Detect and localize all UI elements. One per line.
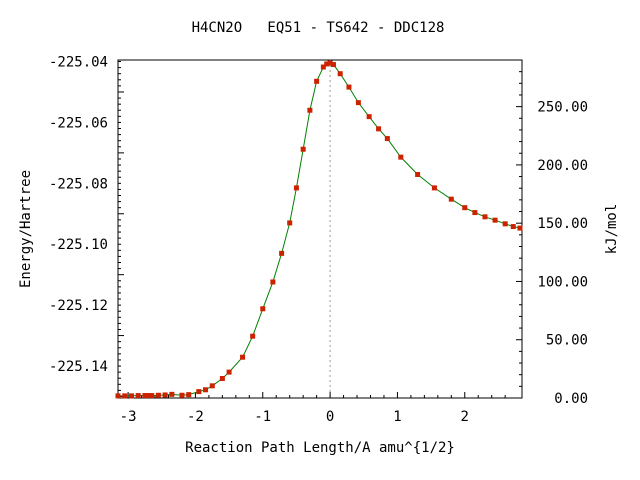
- data-point: [270, 279, 276, 285]
- data-point: [482, 214, 488, 220]
- y2-tick-label: 250.00: [537, 100, 588, 116]
- data-point: [462, 205, 468, 211]
- x-tick-label: -2: [187, 409, 204, 425]
- data-point: [324, 61, 330, 67]
- data-point: [510, 224, 516, 230]
- y2-tick-label: 100.00: [537, 274, 588, 290]
- y-tick-label: -225.06: [49, 115, 108, 131]
- y-axis-title: Energy/Hartree: [18, 170, 34, 288]
- data-point: [226, 369, 232, 375]
- data-point: [376, 126, 382, 132]
- data-point: [186, 392, 192, 398]
- y2-axis-ticks: 250.00 200.00 150.00 100.00 50.00 0.00: [516, 71, 588, 407]
- x-tick-label: -1: [254, 409, 271, 425]
- x-axis-ticks: -3 -2 -1 0 1 2: [120, 392, 506, 425]
- data-points: [115, 60, 523, 399]
- data-point: [219, 376, 225, 382]
- data-point: [327, 60, 333, 66]
- data-point: [149, 393, 155, 399]
- x-tick-label: -3: [120, 409, 137, 425]
- data-point: [448, 196, 454, 202]
- y-tick-label: -225.14: [49, 359, 108, 375]
- y2-tick-label: 150.00: [537, 216, 588, 232]
- data-point: [355, 100, 361, 106]
- x-tick-label: 0: [326, 409, 334, 425]
- data-point: [122, 393, 128, 399]
- y-tick-label: -225.10: [49, 237, 108, 253]
- data-point: [135, 393, 141, 399]
- y-tick-label: -225.08: [49, 176, 108, 192]
- x-tick-label: 2: [461, 409, 469, 425]
- data-point: [472, 210, 478, 216]
- data-point: [314, 78, 320, 84]
- data-point: [384, 136, 390, 142]
- data-point: [346, 84, 352, 90]
- data-point: [169, 391, 175, 397]
- y-axis-ticks: -225.04 -225.06 -225.08 -225.10 -225.12 -225.…: [49, 55, 124, 397]
- data-point: [155, 392, 161, 398]
- data-point: [415, 171, 421, 177]
- data-point: [502, 221, 508, 227]
- data-point: [196, 389, 202, 395]
- data-point: [330, 62, 336, 68]
- data-point: [115, 393, 121, 399]
- data-point: [179, 392, 185, 398]
- y2-axis-title: kJ/mol: [604, 204, 620, 255]
- plot-frame: [117, 59, 523, 399]
- data-point: [209, 383, 215, 389]
- data-point: [366, 114, 372, 120]
- data-point: [128, 393, 134, 399]
- data-point: [287, 220, 293, 226]
- data-point: [250, 333, 256, 339]
- data-point: [307, 107, 313, 113]
- data-point: [203, 387, 209, 393]
- data-point: [260, 306, 266, 312]
- x-tick-label: 1: [393, 409, 401, 425]
- x-axis-title: Reaction Path Length/A amu^{1/2}: [185, 440, 455, 456]
- data-point: [337, 71, 343, 77]
- data-point: [320, 64, 326, 70]
- y2-tick-label: 50.00: [546, 333, 588, 349]
- data-point: [398, 154, 404, 160]
- data-point: [431, 185, 437, 191]
- chart-title: H4CN2O EQ51 - TS642 - DDC128: [192, 20, 445, 36]
- y-tick-label: -225.12: [49, 298, 108, 314]
- data-point: [492, 217, 498, 223]
- data-point: [240, 354, 246, 360]
- data-point: [162, 392, 168, 398]
- data-point: [300, 146, 306, 152]
- y-tick-label: -225.04: [49, 55, 108, 71]
- data-point: [293, 185, 299, 191]
- y2-tick-label: 0.00: [554, 391, 588, 407]
- data-point: [145, 393, 151, 399]
- data-point: [279, 250, 285, 256]
- data-point: [517, 225, 523, 231]
- y2-tick-label: 200.00: [537, 158, 588, 174]
- energy-curve: [118, 62, 521, 397]
- plot-frame-group: [117, 59, 523, 399]
- data-point: [142, 393, 148, 399]
